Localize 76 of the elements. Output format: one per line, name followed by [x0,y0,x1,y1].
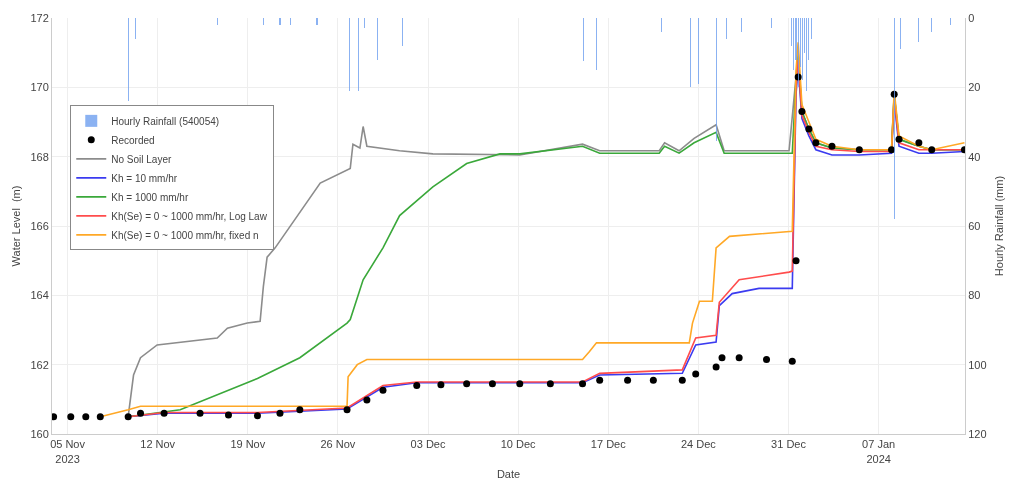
legend-label: Recorded [111,134,155,146]
legend-label: Kh = 10 mm/hr [111,172,178,184]
x-tick-label: 10 Dec [500,438,537,451]
y2-tick-label: 40 [968,150,981,163]
point [805,125,813,133]
y-tick-label: 162 [30,358,49,371]
y-axis-title: Water Level (m) [10,185,22,267]
point [516,380,524,388]
legend-label: Kh(Se) = 0 ~ 1000 mm/hr, fixed n [111,229,259,241]
point [413,381,421,389]
point [137,409,145,417]
point [855,146,863,154]
point [363,396,371,404]
point [196,409,204,417]
y2-tick-label: 120 [968,427,987,440]
x-tick-label: 26 Nov [320,438,356,451]
x-tick-label: 24 Dec [680,438,717,451]
legend-label: Kh(Se) = 0 ~ 1000 mm/hr, Log Law [111,210,268,222]
point [160,409,168,417]
point [735,354,743,362]
point [915,139,923,147]
y2-tick-label: 80 [968,289,981,302]
x-tick-label: 05 Nov 2023 [50,438,86,465]
point [928,146,936,154]
x-tick-label: 17 Dec [590,438,627,451]
y2-axis-title: Hourly Rainfall (mm) [992,175,1005,277]
y2-tick-label: 60 [968,219,981,232]
point [812,139,820,147]
point [253,412,261,420]
point [96,413,104,421]
point [124,413,132,421]
point [52,413,58,421]
point [343,406,351,414]
point [67,413,75,421]
point [596,376,604,384]
point [82,413,90,421]
y-tick-label: 166 [30,219,49,232]
legend-label: Kh = 1000 mm/hr [111,191,189,203]
y-tick-label: 172 [30,11,49,24]
legend-label: No Soil Layer [111,153,172,165]
legend-label: Hourly Rainfall (540054) [111,115,220,127]
point [488,380,496,388]
point [828,142,836,150]
point [678,376,686,384]
y-tick-label: 164 [30,289,49,302]
y-tick-label: 170 [30,81,49,94]
y2-tick-label: 20 [968,81,981,94]
x-tick-label: 19 Nov [230,438,266,451]
point [798,108,806,116]
point [276,409,284,417]
x-tick-label: 12 Nov [140,438,176,451]
x-tick-label: 31 Dec [771,438,807,451]
point [379,386,387,394]
x-tick-label: 07 Jan 2024 [862,438,896,465]
y2-tick-label: 0 [968,11,975,24]
point [624,376,632,384]
y-tick-label: 168 [30,150,49,163]
point [649,376,657,384]
point [224,411,232,419]
point [546,380,554,388]
x-axis-title: Date [496,467,521,480]
point [463,380,471,388]
point [692,370,700,378]
point [579,380,587,388]
point [437,381,445,389]
point [788,357,796,365]
point [792,257,800,265]
point [718,354,726,362]
x-tick-label: 03 Dec [410,438,446,451]
y2-tick-label: 100 [968,358,987,371]
point [895,135,903,143]
y-tick-label: 160 [30,427,49,440]
point [712,363,720,371]
point [888,146,896,154]
point [296,406,304,414]
point [763,355,771,363]
